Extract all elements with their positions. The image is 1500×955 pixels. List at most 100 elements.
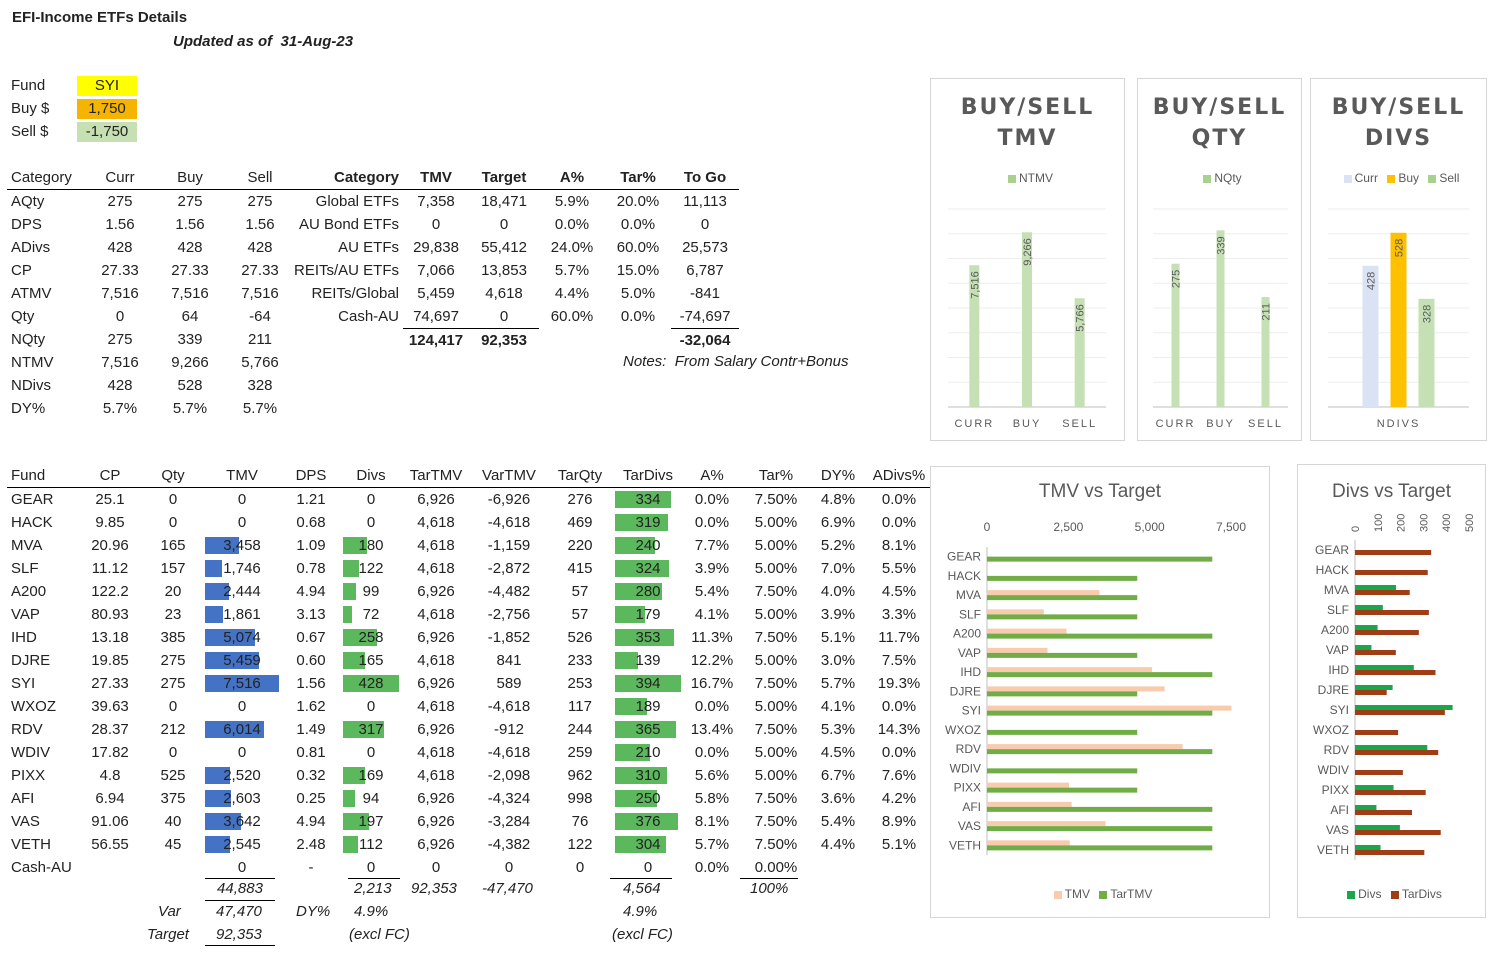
fund-cell: 13.18: [77, 626, 143, 649]
fund-cell: -4,482: [471, 580, 547, 603]
bar: [987, 647, 1048, 653]
x-tick-label: BUY: [1013, 418, 1042, 430]
fund-cell-value: 7.5%: [881, 652, 917, 669]
fund-cell-value: 179: [635, 606, 661, 623]
fund-row: SLF 11.12 157 1,746 0.78 122 4,618 -2,872 415 324…: [7, 557, 933, 580]
fund-cell-value: 5.00%: [754, 698, 798, 715]
fund-cell: 5.00%: [741, 695, 811, 718]
bar: [987, 628, 1067, 634]
y-tick-label: VAP: [1326, 643, 1349, 657]
sell-label: Sell $: [11, 123, 49, 140]
fund-name: IHD: [7, 626, 77, 649]
fund-cell: 259: [547, 741, 613, 764]
data-bar: [615, 652, 638, 669]
fund-cell-value: 3.13: [296, 606, 326, 623]
fund-cell: 0.0%: [683, 488, 741, 512]
fund-header: Qty: [143, 464, 203, 488]
fund-cell-value: -6,926: [487, 491, 531, 508]
fund-cell: 0: [203, 488, 281, 512]
fund-cell: 0.0%: [683, 511, 741, 534]
fund-cell-value: 6.94: [95, 790, 125, 807]
fund-cell: 280: [613, 580, 683, 603]
fund-cell-value: 7,516: [223, 675, 261, 692]
fund-cell: 2,520: [203, 764, 281, 787]
fund-cell: 5.1%: [811, 626, 865, 649]
y-tick-label: GEAR: [947, 550, 981, 564]
fund-cell-value: 5.00%: [754, 560, 798, 577]
fund-name: SLF: [7, 557, 77, 580]
fund-row: WXOZ 39.63 0 0 1.62 0 4,618 -4,618 117 189 0.0% 5.0…: [7, 695, 933, 718]
chart-legend: NTMV: [931, 171, 1124, 185]
fund-cell-value: -4,482: [487, 583, 531, 600]
y-tick-label: AFI: [1330, 803, 1349, 817]
fund-cell: 17.82: [77, 741, 143, 764]
legend-label: Sell: [1439, 171, 1460, 185]
fund-cell: 117: [547, 695, 613, 718]
bar: [1355, 745, 1428, 750]
summary-cell: 275: [177, 193, 203, 210]
fund-cell-value: 589: [496, 675, 522, 692]
fund-cell: 6.7%: [811, 764, 865, 787]
fund-cell-value: 6,926: [417, 675, 455, 692]
fund-cell-value: 117: [568, 698, 592, 715]
fund-cell: 27.33: [77, 672, 143, 695]
fund-cell-value: 0: [504, 859, 514, 876]
category-name: REITs/AU ETFs: [294, 262, 400, 279]
fund-header: Fund: [7, 464, 77, 488]
fund-cell-value: 0.00%: [754, 859, 798, 876]
fund-cell: 2.48: [281, 833, 341, 856]
category-table: Category TMV Target A% Tar% To Go Global…: [290, 166, 740, 352]
bar: [1355, 830, 1441, 835]
data-bar: [205, 606, 223, 623]
bar: [1355, 730, 1399, 735]
fund-cell-value: 3.3%: [881, 606, 917, 623]
fund-cell-value: 8.1%: [881, 537, 917, 554]
fund-cell-value: 4,618: [417, 514, 455, 531]
divs-total-rule: [348, 878, 400, 879]
fund-cell: 197: [341, 810, 401, 833]
summary-header: Sell: [225, 166, 295, 190]
fund-cell: 0: [143, 695, 203, 718]
fund-cell: 0.32: [281, 764, 341, 787]
fund-input[interactable]: SYI: [77, 76, 137, 96]
fund-cell: 3,458: [203, 534, 281, 557]
data-bar: [615, 583, 662, 600]
fund-cell-value: 4,618: [417, 767, 455, 784]
summary-cell: 428: [247, 239, 273, 256]
y-tick-label: SLF: [1327, 603, 1349, 617]
sell-input[interactable]: -1,750: [77, 122, 137, 142]
fund-name: HACK: [7, 511, 77, 534]
fund-cell-value: 3.0%: [820, 652, 856, 669]
fund-cell-value: 3,458: [223, 537, 261, 554]
x-tick-label: 2,500: [1053, 520, 1083, 534]
fund-cell: 4,618: [401, 764, 471, 787]
fund-cell: 4,618: [401, 695, 471, 718]
summary-cell: 7,516: [171, 285, 209, 302]
legend-label: TarDivs: [1401, 887, 1442, 901]
fund-cell: [811, 856, 865, 879]
fund-cell: 14.3%: [865, 718, 933, 741]
bar: [1355, 750, 1439, 755]
fund-header: DPS: [281, 464, 341, 488]
summary-cell: 27.33: [101, 262, 139, 279]
fund-cell-value: 5.00%: [754, 606, 798, 623]
summary-row-label: DY%: [11, 400, 46, 417]
dy-label: DY%: [296, 903, 331, 920]
fund-cell-value: 1.62: [296, 698, 326, 715]
fund-cell: 415: [547, 557, 613, 580]
fund-name: VAS: [7, 810, 77, 833]
fund-cell: 276: [547, 488, 613, 512]
chart-tmv-vs-target: TMV vs Target TMV TarTMV 0 2,500 5,000 7,50…: [930, 466, 1270, 918]
fund-cell-value: PIXX: [11, 767, 46, 784]
fund-cell-value: 526: [567, 629, 593, 646]
bar: [1355, 845, 1381, 850]
fund-name: VAP: [7, 603, 77, 626]
bar: [987, 595, 1138, 601]
bar: [1355, 825, 1400, 830]
buy-input[interactable]: 1,750: [77, 99, 137, 119]
summary-row-label: Qty: [11, 308, 35, 325]
bar: [1355, 645, 1372, 650]
fund-cell: 0: [341, 856, 401, 879]
fund-cell-value: 5.1%: [820, 629, 856, 646]
category-cell: 18,471: [481, 193, 527, 210]
